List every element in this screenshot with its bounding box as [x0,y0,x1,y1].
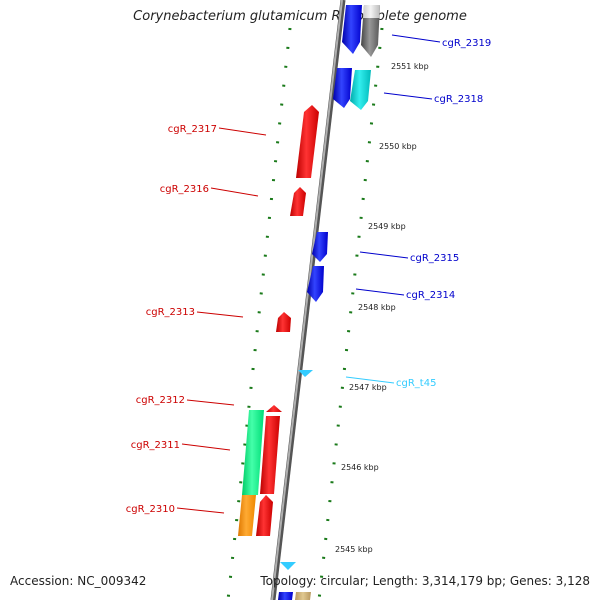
label-cgR_2312[interactable]: cgR_2312 [136,395,185,406]
gene-cgR_2319[interactable] [342,5,380,57]
scale-label: 2548 kbp [358,303,396,312]
backbone-highlight [271,0,343,600]
label-cgR_2316[interactable]: cgR_2316 [160,184,209,195]
gene-cgR_2318[interactable] [333,68,371,110]
gene-cgR_t45[interactable] [298,370,313,377]
right-tick-track [317,27,384,600]
label-cgR_2310[interactable]: cgR_2310 [126,504,175,515]
scale-label: 2546 kbp [341,463,379,472]
left-tick-track [226,27,292,600]
gene-cgR_2313[interactable] [276,312,291,332]
scale-label: 2545 kbp [335,545,373,554]
map-title: Corynebacterium glutamicum R, complete g… [133,9,467,24]
label-cgR_2318[interactable]: cgR_2318 [434,94,483,105]
gene-cgR_2311[interactable] [242,410,280,495]
label-cgR_t45[interactable]: cgR_t45 [396,378,436,389]
gene-cgR_2312[interactable] [266,405,282,412]
label-cgR_2315[interactable]: cgR_2315 [410,253,459,264]
scale-label: 2550 kbp [379,142,417,151]
scale-label: 2547 kbp [349,383,387,392]
gene-cgR_2315[interactable] [312,232,328,262]
gene-cgR_2317[interactable] [296,105,319,178]
topology-text: Topology: circular; Length: 3,314,179 bp… [260,574,590,588]
label-cgR_2319[interactable]: cgR_2319 [442,38,491,49]
gene-cgR_2310[interactable] [238,495,273,536]
gene-cgR_2314[interactable] [307,266,324,302]
gene-cgR_2316[interactable] [290,187,306,216]
label-cgR_2314[interactable]: cgR_2314 [406,290,455,301]
scale-label: 2551 kbp [391,62,429,71]
gene-bottom-blue[interactable] [278,562,311,600]
label-leaders [176,34,441,514]
scale-label: 2549 kbp [368,222,406,231]
label-cgR_2313[interactable]: cgR_2313 [146,307,195,318]
accession-text: Accession: NC_009342 [10,574,147,588]
label-cgR_2311[interactable]: cgR_2311 [131,440,180,451]
label-cgR_2317[interactable]: cgR_2317 [168,124,217,135]
